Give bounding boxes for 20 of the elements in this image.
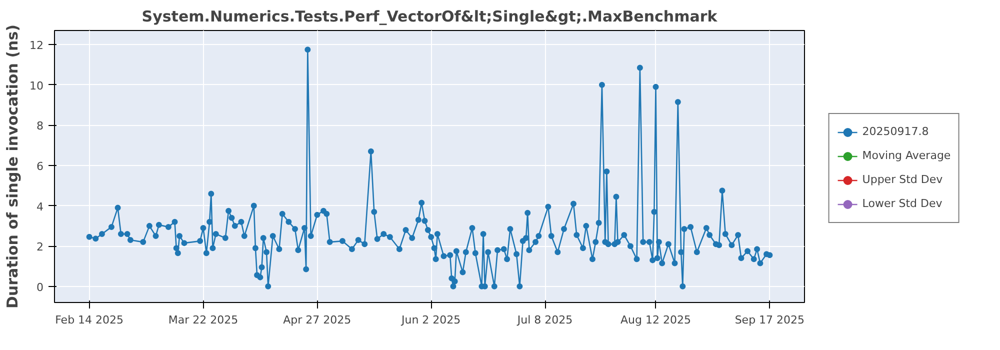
y-tick-label: 4	[36, 200, 44, 214]
legend-label: Upper Std Dev	[862, 173, 943, 186]
x-tick-label: Feb 14 2025	[55, 314, 124, 326]
legend-label: 20250917.8	[862, 125, 929, 138]
y-tick-label: 0	[36, 280, 44, 294]
y-tick-label: 12	[30, 39, 44, 52]
y-tick-label: 8	[36, 120, 44, 133]
y-tick-label: 10	[30, 79, 44, 92]
x-tick-label: Jun 2 2025	[400, 314, 461, 326]
y-tick-label: 6	[36, 160, 44, 173]
x-tick-label: Mar 22 2025	[168, 314, 238, 326]
legend-label: Moving Average	[862, 149, 951, 162]
y-tick-label: 2	[36, 240, 44, 254]
x-tick-label: Apr 27 2025	[283, 314, 352, 326]
legend-label: Lower Std Dev	[862, 197, 942, 210]
x-tick-label: Aug 12 2025	[620, 314, 692, 326]
x-tick-label: Sep 17 2025	[734, 314, 805, 326]
chart-title: System.Numerics.Tests.Perf_VectorOf&lt;Single&gt;.MaxBenchmark	[142, 8, 718, 26]
x-tick-label: Jul 8 2025	[516, 314, 573, 326]
y-axis-title: Duration of single invocation (ns)	[4, 24, 22, 308]
